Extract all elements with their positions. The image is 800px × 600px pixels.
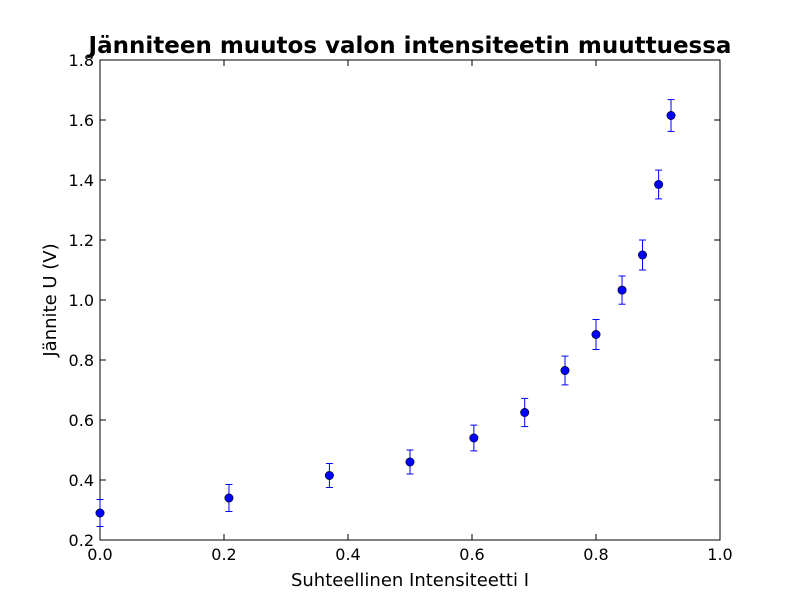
y-tick-label: 1.2 — [69, 231, 94, 250]
y-tick-label: 0.4 — [69, 471, 94, 490]
y-tick-label: 0.8 — [69, 351, 94, 370]
x-tick-label: 1.0 — [707, 545, 732, 564]
y-axis-ticks: 0.2 0.4 0.6 0.8 1.0 1.2 1.4 1.6 1.8 — [69, 51, 720, 550]
chart-title: Jänniteen muutos valon intensiteetin muu… — [87, 33, 732, 59]
y-tick-label: 0.6 — [69, 411, 94, 430]
x-tick-label: 0.4 — [335, 545, 360, 564]
x-tick-label: 0.8 — [583, 545, 608, 564]
data-point — [324, 470, 334, 480]
data-point — [469, 433, 479, 443]
data-point — [591, 329, 601, 339]
data-point — [666, 111, 676, 121]
x-tick-label: 0.0 — [87, 545, 112, 564]
y-tick-label: 1.0 — [69, 291, 94, 310]
data-points — [95, 111, 676, 518]
x-axis-label: Suhteellinen Intensiteetti I — [291, 570, 529, 591]
y-tick-label: 1.6 — [69, 111, 94, 130]
data-point — [617, 285, 627, 295]
data-point — [520, 407, 530, 417]
x-axis-ticks: 0.0 0.2 0.4 0.6 0.8 1.0 — [87, 60, 733, 564]
data-point — [654, 180, 664, 190]
y-tick-label: 1.4 — [69, 171, 94, 190]
data-point — [637, 250, 647, 260]
error-bars — [96, 99, 675, 527]
data-point — [95, 508, 105, 518]
x-tick-label: 0.2 — [211, 545, 236, 564]
data-point — [560, 365, 570, 375]
data-point — [405, 457, 415, 467]
y-axis-label: Jännite U (V) — [40, 243, 61, 357]
y-tick-label: 1.8 — [69, 51, 94, 70]
data-point — [224, 493, 234, 503]
x-tick-label: 0.6 — [459, 545, 484, 564]
y-tick-label: 0.2 — [69, 531, 94, 550]
